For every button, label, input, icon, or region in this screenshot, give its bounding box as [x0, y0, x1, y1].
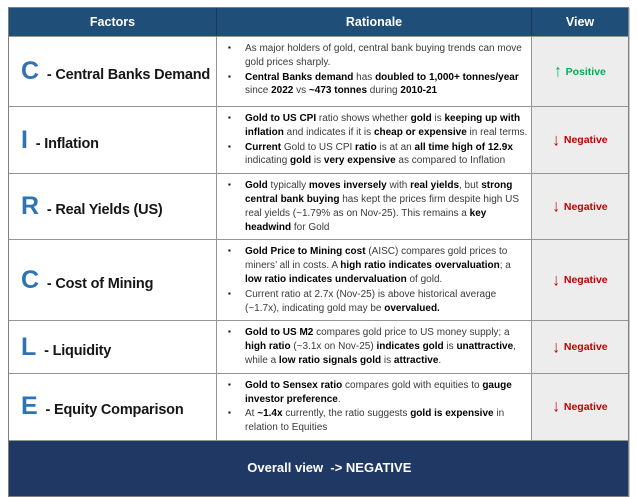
view-cell: ↓ Negative — [531, 373, 628, 440]
factor-title: C - Cost of Mining — [21, 265, 154, 294]
table-body: C - Central Banks Demand ▪ As major holde… — [9, 36, 628, 440]
table-row: I - Inflation ▪ Gold to US CPI ratio show… — [9, 106, 628, 174]
gold-factors-table: Factors Rationale View C - Central Banks… — [8, 7, 629, 497]
factor-letter: C — [21, 57, 40, 85]
bullet-icon: ▪ — [228, 288, 231, 298]
table-row: L - Liquidity ▪ Gold to US M2 compares go… — [9, 320, 628, 373]
rationale-bullet: ▪ At ~1.4x currently, the ratio suggests … — [228, 408, 505, 434]
table-row: R - Real Yields (US) ▪ Gold typically mov… — [9, 173, 628, 240]
header-cell-rationale: Rationale — [216, 8, 531, 36]
rationale-bullet: ▪ Gold typically moves inversely with rea… — [228, 180, 519, 233]
rationale-cell: ▪ Gold to US CPI ratio shows whether gold… — [216, 107, 531, 174]
table-row: C - Central Banks Demand ▪ As major holde… — [9, 36, 628, 106]
down-arrow-icon: ↓ — [552, 270, 560, 291]
header-cell-factors: Factors — [9, 8, 216, 36]
rationale-list: ▪ Gold to US CPI ratio shows whether gold… — [221, 112, 528, 168]
view-cell: ↑ Positive — [531, 37, 628, 106]
rationale-bullet: ▪ Current Gold to US CPI ratio is at an a… — [228, 141, 513, 167]
view-label: Negative — [563, 134, 608, 147]
factor-cell: E - Equity Comparison — [9, 374, 216, 440]
rationale-bullet: ▪ As major holders of gold, central bank … — [228, 43, 522, 68]
factor-letter: E — [21, 392, 38, 421]
factor-cell: L - Liquidity — [9, 321, 216, 372]
bullet-icon: ▪ — [228, 180, 231, 190]
rationale-list: ▪ Gold to US M2 compares gold price to US… — [221, 326, 528, 367]
factor-cell: I - Inflation — [9, 107, 216, 173]
factor-label: - Cost of Mining — [43, 275, 154, 292]
factor-title: L - Liquidity — [21, 332, 112, 361]
rationale-cell: ▪ As major holders of gold, central bank … — [216, 37, 531, 106]
up-arrow-icon: ↑ — [554, 61, 562, 82]
rationale-cell: ▪ Gold to US M2 compares gold price to US… — [216, 321, 531, 373]
rationale-bullet: ▪ Gold to Sensex ratio compares gold with… — [228, 379, 512, 405]
bullet-icon: ▪ — [228, 141, 231, 151]
header-label-factors: Factors — [89, 15, 136, 29]
header-label-rationale: Rationale — [345, 15, 403, 29]
overall-view-bar: Overall view -> NEGATIVE — [9, 439, 628, 496]
view-cell: ↓ Negative — [531, 240, 628, 321]
bullet-icon: ▪ — [228, 379, 231, 389]
rationale-bullet: ▪ Current ratio at 2.7x (Nov-25) is above… — [228, 288, 497, 314]
header-cell-view: View — [531, 8, 628, 36]
factor-letter: I — [21, 125, 28, 154]
overall-view-label: Overall view -> NEGATIVE — [247, 459, 412, 475]
bullet-icon: ▪ — [228, 408, 231, 418]
view-cell: ↓ Negative — [531, 321, 628, 373]
bullet-icon: ▪ — [228, 43, 231, 52]
factor-title: R - Real Yields (US) — [21, 194, 163, 219]
header-label-view: View — [565, 15, 595, 29]
rationale-list: ▪ Gold typically moves inversely with rea… — [221, 179, 528, 234]
rationale-cell: ▪ Gold Price to Mining cost (AISC) compar… — [216, 240, 531, 321]
down-arrow-icon: ↓ — [552, 337, 560, 357]
view-label: Negative — [563, 341, 608, 354]
factor-label: - Inflation — [31, 135, 99, 152]
bullet-icon: ▪ — [228, 246, 231, 256]
table-row: C - Cost of Mining ▪ Gold Price to Mining… — [9, 239, 628, 321]
down-arrow-icon: ↓ — [552, 197, 560, 217]
bullet-icon: ▪ — [228, 71, 231, 81]
factor-title: E - Equity Comparison — [21, 394, 184, 419]
down-arrow-icon: ↓ — [552, 397, 560, 417]
factor-title: I - Inflation — [21, 125, 99, 154]
rationale-list: ▪ Gold Price to Mining cost (AISC) compar… — [221, 245, 528, 315]
table-row: E - Equity Comparison ▪ Gold to Sensex ra… — [9, 372, 628, 440]
factor-label: - Equity Comparison — [41, 402, 184, 419]
factor-cell: C - Central Banks Demand — [9, 37, 216, 106]
down-arrow-icon: ↓ — [552, 130, 560, 150]
factor-label: - Real Yields (US) — [43, 202, 163, 219]
factor-label: - Central Banks Demand — [43, 67, 211, 83]
rationale-bullet: ▪ Gold to US CPI ratio shows whether gold… — [228, 113, 528, 138]
rationale-list: ▪ As major holders of gold, central bank … — [221, 42, 528, 98]
rationale-bullet: ▪ Central Banks demand has doubled to 1,0… — [228, 71, 519, 97]
factor-letter: R — [21, 192, 40, 221]
view-cell: ↓ Negative — [531, 174, 628, 240]
factor-letter: C — [21, 265, 40, 294]
rationale-bullet: ▪ Gold Price to Mining cost (AISC) compar… — [228, 246, 511, 285]
view-label: Negative — [563, 200, 608, 213]
view-label: Positive — [565, 65, 606, 78]
rationale-list: ▪ Gold to Sensex ratio compares gold with… — [221, 379, 528, 435]
bullet-icon: ▪ — [228, 327, 231, 337]
view-cell: ↓ Negative — [531, 107, 628, 174]
factor-cell: C - Cost of Mining — [9, 240, 216, 320]
rationale-cell: ▪ Gold to Sensex ratio compares gold with… — [216, 373, 531, 440]
rationale-cell: ▪ Gold typically moves inversely with rea… — [216, 174, 531, 240]
factor-letter: L — [21, 332, 37, 361]
view-label: Negative — [563, 274, 608, 287]
factor-title: C - Central Banks Demand — [21, 59, 210, 84]
factor-label: - Liquidity — [40, 342, 112, 359]
bullet-icon: ▪ — [228, 113, 231, 122]
rationale-bullet: ▪ Gold to US M2 compares gold price to US… — [228, 327, 516, 366]
view-label: Negative — [563, 400, 608, 413]
header-row: Factors Rationale View — [9, 8, 628, 36]
factor-cell: R - Real Yields (US) — [9, 174, 216, 239]
